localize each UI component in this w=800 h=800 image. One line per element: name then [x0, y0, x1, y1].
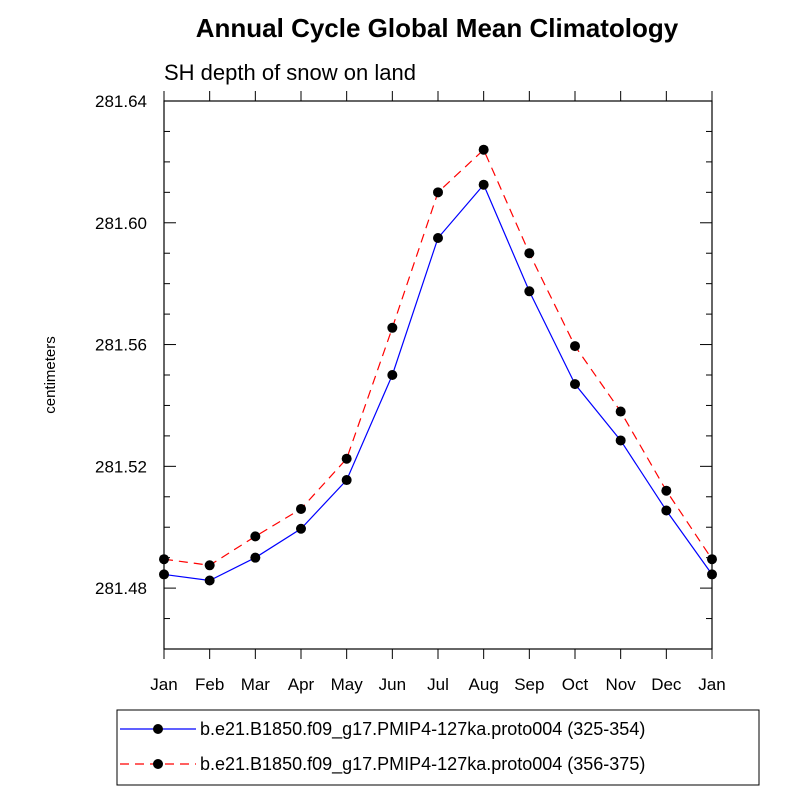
- y-tick-labels: 281.48 281.52 281.56 281.60 281.64: [95, 92, 147, 598]
- series-0-point: [341, 475, 352, 486]
- series-layer: [159, 144, 717, 586]
- series-1-point: [296, 503, 306, 514]
- chart-subtitle: SH depth of snow on land: [164, 60, 416, 85]
- legend-label-0: b.e21.B1850.f09_g17.PMIP4-127ka.proto004…: [200, 719, 645, 740]
- x-tick-label: Feb: [195, 675, 224, 694]
- y-tick-label: 281.60: [95, 214, 147, 233]
- x-tick-label: Jan: [698, 675, 725, 694]
- series-0-point: [250, 552, 261, 563]
- series-1-point: [478, 144, 489, 155]
- chart-title: Annual Cycle Global Mean Climatology: [196, 13, 679, 43]
- series-0-point: [524, 286, 535, 297]
- series-0-point: [570, 379, 580, 390]
- y-axis-label: centimeters: [42, 336, 59, 414]
- series-0-point: [433, 233, 443, 243]
- axis-ticks: [163, 91, 713, 659]
- legend: b.e21.B1850.f09_g17.PMIP4-127ka.proto004…: [116, 709, 760, 786]
- series-1-point: [661, 485, 672, 496]
- legend-marker-1: [153, 759, 163, 769]
- series-1-point: [524, 248, 535, 259]
- x-tick-label: Mar: [241, 675, 271, 694]
- x-tick-label: Jan: [150, 675, 177, 694]
- x-tick-label: Sep: [514, 675, 544, 694]
- y-tick-label: 281.64: [95, 92, 147, 111]
- series-0-point: [615, 435, 626, 446]
- series-1-point: [387, 322, 398, 333]
- y-tick-label: 281.52: [95, 457, 147, 476]
- x-tick-label: Aug: [469, 675, 499, 694]
- series-1-point: [204, 560, 215, 571]
- series-1-point: [615, 406, 626, 417]
- x-tick-label: Dec: [651, 675, 682, 694]
- x-tick-label: Oct: [562, 675, 589, 694]
- series-1-point: [570, 341, 580, 352]
- series-1-point: [250, 531, 261, 542]
- legend-marker-0: [153, 724, 163, 734]
- y-tick-label: 281.48: [95, 579, 147, 598]
- plot-frame: [163, 100, 713, 650]
- series-0-point: [478, 179, 489, 190]
- series-line-1: [163, 148, 713, 566]
- x-tick-label: May: [331, 675, 364, 694]
- series-0-point: [296, 523, 306, 534]
- x-tick-labels: Jan Feb Mar Apr May Jun Jul Aug Sep Oct Nov Dec Jan: [150, 675, 725, 694]
- legend-box: [116, 709, 760, 786]
- x-tick-label: Jul: [427, 675, 449, 694]
- x-tick-label: Jun: [379, 675, 406, 694]
- series-0-point: [387, 370, 398, 380]
- series-1-point: [341, 453, 352, 464]
- legend-label-1: b.e21.B1850.f09_g17.PMIP4-127ka.proto004…: [200, 754, 645, 775]
- series-0-point: [661, 505, 672, 516]
- x-tick-label: Apr: [288, 675, 315, 694]
- x-tick-label: Nov: [606, 675, 637, 694]
- y-tick-label: 281.56: [95, 336, 147, 355]
- series-0-point: [204, 575, 215, 586]
- series-line-0: [163, 183, 713, 582]
- series-1-point: [433, 187, 443, 198]
